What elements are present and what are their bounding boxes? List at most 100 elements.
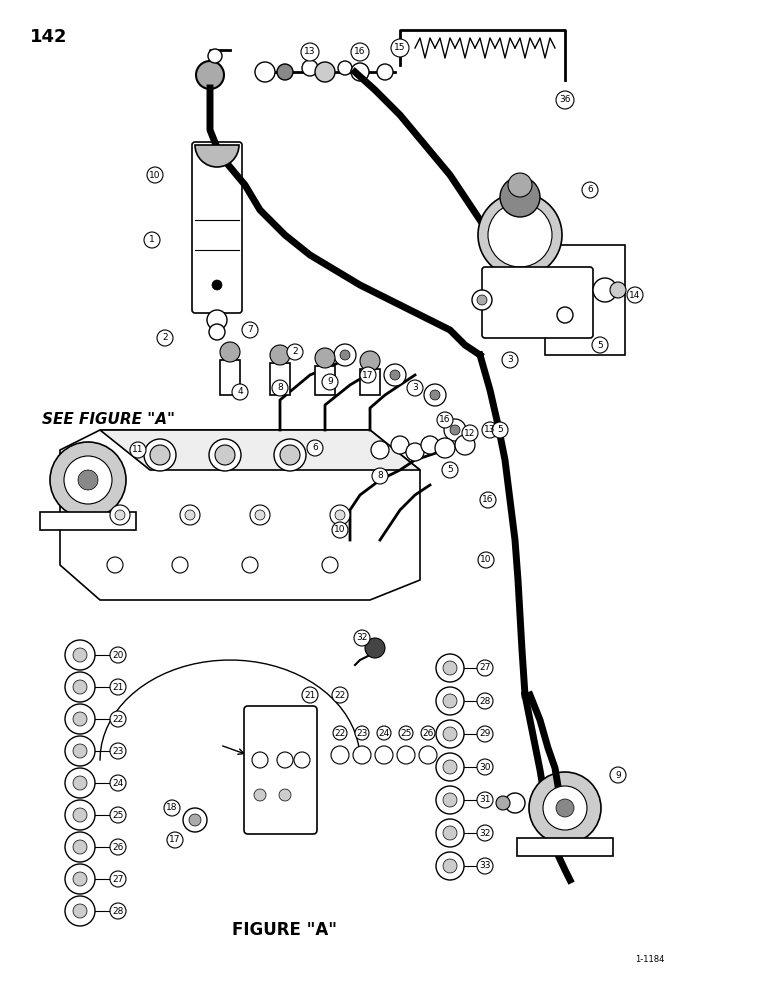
Circle shape: [180, 505, 200, 525]
Circle shape: [592, 337, 608, 353]
Circle shape: [65, 704, 95, 734]
Circle shape: [477, 726, 493, 742]
Circle shape: [377, 64, 393, 80]
Text: 25: 25: [112, 810, 124, 820]
Text: 32: 32: [356, 634, 367, 643]
Text: 27: 27: [112, 874, 124, 884]
Circle shape: [242, 322, 258, 338]
Text: 16: 16: [439, 416, 451, 424]
Circle shape: [150, 445, 170, 465]
Bar: [360, 369, 380, 395]
Circle shape: [399, 726, 413, 740]
Text: 21: 21: [112, 682, 124, 692]
Circle shape: [332, 522, 348, 538]
Text: SEE FIGURE "A": SEE FIGURE "A": [42, 412, 175, 428]
Circle shape: [375, 746, 393, 764]
Circle shape: [110, 679, 126, 695]
Text: 28: 28: [480, 696, 491, 706]
Circle shape: [78, 470, 98, 490]
Bar: [40, 512, 136, 530]
Circle shape: [232, 384, 248, 400]
Text: 22: 22: [335, 690, 346, 700]
Text: 8: 8: [377, 472, 383, 481]
Text: 9: 9: [615, 770, 621, 780]
Circle shape: [334, 344, 356, 366]
Circle shape: [338, 61, 352, 75]
Text: 24: 24: [378, 728, 390, 738]
Circle shape: [65, 736, 95, 766]
Circle shape: [556, 799, 574, 817]
Circle shape: [130, 442, 146, 458]
Circle shape: [65, 672, 95, 702]
Circle shape: [73, 776, 87, 790]
Circle shape: [477, 759, 493, 775]
Circle shape: [436, 753, 464, 781]
Circle shape: [437, 412, 453, 428]
Polygon shape: [100, 430, 420, 470]
Circle shape: [384, 364, 406, 386]
Circle shape: [443, 859, 457, 873]
Circle shape: [442, 462, 458, 478]
Text: 24: 24: [112, 778, 123, 788]
Circle shape: [360, 367, 376, 383]
Circle shape: [254, 789, 266, 801]
Circle shape: [508, 173, 532, 197]
Circle shape: [477, 825, 493, 841]
Text: 22: 22: [335, 728, 346, 738]
Circle shape: [477, 792, 493, 808]
Circle shape: [353, 746, 371, 764]
Text: FIGURE "A": FIGURE "A": [232, 921, 338, 939]
Circle shape: [365, 638, 385, 658]
Circle shape: [287, 344, 303, 360]
Text: 1-1184: 1-1184: [635, 956, 665, 964]
Circle shape: [372, 468, 388, 484]
Circle shape: [500, 177, 540, 217]
Circle shape: [397, 746, 415, 764]
Text: 32: 32: [480, 828, 491, 838]
Circle shape: [65, 800, 95, 830]
Circle shape: [65, 864, 95, 894]
Circle shape: [302, 60, 318, 76]
Circle shape: [215, 445, 235, 465]
Circle shape: [277, 752, 293, 768]
Circle shape: [115, 510, 125, 520]
Text: 3: 3: [412, 383, 418, 392]
Text: 26: 26: [422, 728, 434, 738]
Text: 22: 22: [112, 714, 123, 724]
Text: 1: 1: [149, 235, 155, 244]
Circle shape: [65, 768, 95, 798]
Circle shape: [65, 640, 95, 670]
Circle shape: [274, 439, 306, 471]
Circle shape: [436, 654, 464, 682]
Circle shape: [443, 727, 457, 741]
Circle shape: [110, 871, 126, 887]
Circle shape: [436, 852, 464, 880]
Circle shape: [301, 43, 319, 61]
Circle shape: [610, 767, 626, 783]
Circle shape: [255, 510, 265, 520]
Text: 20: 20: [112, 650, 124, 660]
Text: 9: 9: [327, 377, 333, 386]
Circle shape: [73, 872, 87, 886]
Circle shape: [492, 422, 508, 438]
Circle shape: [322, 557, 338, 573]
Circle shape: [391, 436, 409, 454]
Bar: [270, 363, 290, 395]
Text: 21: 21: [304, 690, 316, 700]
Circle shape: [496, 796, 510, 810]
Circle shape: [107, 557, 123, 573]
Bar: [517, 838, 613, 856]
Text: 2: 2: [292, 348, 298, 357]
Circle shape: [371, 441, 389, 459]
Text: 10: 10: [480, 556, 491, 564]
Circle shape: [144, 439, 176, 471]
Circle shape: [477, 693, 493, 709]
Circle shape: [436, 720, 464, 748]
Circle shape: [443, 661, 457, 675]
Circle shape: [315, 348, 335, 368]
Text: 11: 11: [133, 446, 144, 454]
Circle shape: [505, 793, 525, 813]
Circle shape: [73, 904, 87, 918]
Circle shape: [157, 330, 173, 346]
Circle shape: [172, 557, 188, 573]
